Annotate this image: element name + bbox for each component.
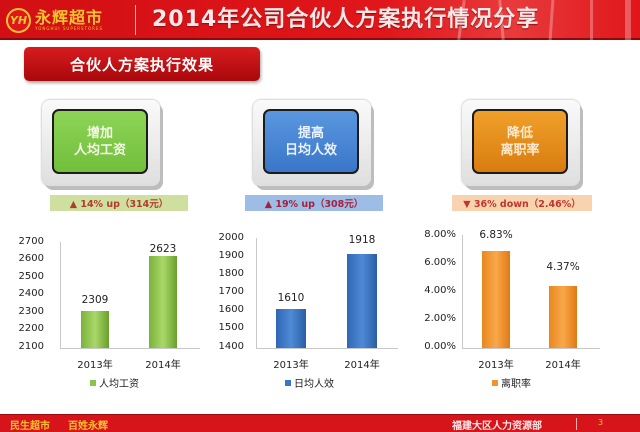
- card-line1: 提高: [297, 125, 324, 141]
- card-line1: 增加: [86, 125, 113, 141]
- card-line2: 离职率: [500, 142, 540, 158]
- y-tick: 2000: [218, 232, 244, 243]
- y-tick: 2200: [18, 323, 44, 334]
- x-label: 2013年: [77, 360, 113, 371]
- card-line1: 降低: [506, 125, 533, 141]
- footer-slogan-1: 民生超市: [10, 421, 50, 432]
- legend-swatch-icon: [492, 379, 498, 386]
- chart-legend: 人均工资: [90, 375, 139, 390]
- y-tick: 2700: [18, 236, 44, 247]
- x-label: 2013年: [273, 360, 309, 371]
- y-axis: [256, 238, 257, 348]
- y-tick: 2500: [18, 271, 44, 282]
- card-turnover: 降低 离职率: [462, 100, 580, 186]
- card-line2: 日均人效: [284, 142, 337, 158]
- footer-slogan-2: 百姓永辉: [68, 421, 108, 432]
- logo-mark-icon: YH: [6, 7, 31, 33]
- chart-legend: 日均人效: [285, 375, 334, 390]
- value-label: 1610: [277, 292, 305, 304]
- x-axis: [462, 348, 600, 349]
- y-tick: 2100: [18, 341, 44, 352]
- value-label: 6.83%: [479, 229, 513, 241]
- bar-2014: [149, 256, 177, 348]
- badge-salary: ▲ 14% up（314元）: [50, 195, 188, 211]
- card-efficiency: 提高 日均人效: [253, 100, 371, 186]
- y-tick: 2600: [18, 253, 44, 264]
- company-logo: YH 永辉超市 YONGHUI SUPERSTORES: [6, 4, 103, 36]
- page-number: 3: [598, 418, 604, 427]
- bar-2014: [549, 286, 577, 348]
- bar-2014: [347, 254, 377, 348]
- y-tick: 6.00%: [424, 257, 456, 268]
- footer-department: 福建大区人力资源部: [452, 421, 542, 432]
- y-tick: 2300: [18, 306, 44, 317]
- card-salary: 增加 人均工资: [42, 100, 160, 186]
- x-axis: [60, 348, 200, 349]
- legend-swatch-icon: [90, 379, 96, 386]
- y-tick: 2400: [18, 288, 44, 299]
- section-title: 合伙人方案执行效果: [24, 47, 260, 81]
- badge-efficiency: ▲ 19% up（308元）: [245, 195, 383, 211]
- x-label: 2014年: [344, 360, 380, 371]
- value-label: 2623: [149, 243, 177, 255]
- bar-2013: [276, 309, 306, 348]
- legend-swatch-icon: [285, 379, 291, 386]
- card-line2: 人均工资: [73, 142, 126, 158]
- y-tick: 1900: [218, 250, 244, 261]
- y-tick: 1600: [218, 304, 244, 315]
- logo-english: YONGHUI SUPERSTORES: [35, 26, 104, 31]
- x-label: 2014年: [145, 360, 181, 371]
- footer-divider: [576, 418, 577, 430]
- x-label: 2013年: [478, 360, 514, 371]
- y-tick: 1500: [218, 322, 244, 333]
- slide-footer: 民生超市 百姓永辉 福建大区人力资源部 3: [0, 414, 640, 432]
- header-divider: [135, 5, 136, 35]
- logo-name: 永辉超市: [35, 8, 104, 27]
- y-axis: [462, 235, 463, 348]
- slide-header: YH 永辉超市 YONGHUI SUPERSTORES 2014年公司合伙人方案…: [0, 0, 640, 40]
- y-tick: 0.00%: [424, 341, 456, 352]
- y-axis: [60, 242, 61, 348]
- x-axis: [256, 348, 398, 349]
- y-tick: 4.00%: [424, 285, 456, 296]
- value-label: 4.37%: [546, 261, 580, 273]
- x-label: 2014年: [545, 360, 581, 371]
- value-label: 1918: [348, 234, 376, 246]
- bar-2013: [81, 311, 109, 348]
- y-tick: 1700: [218, 286, 244, 297]
- badge-turnover: ▼ 36% down（2.46%）: [452, 195, 592, 211]
- y-tick: 1400: [218, 341, 244, 352]
- y-tick: 8.00%: [424, 229, 456, 240]
- bamboo-decoration: [440, 0, 640, 40]
- y-tick: 1800: [218, 268, 244, 279]
- chart-legend: 离职率: [492, 375, 531, 390]
- value-label: 2309: [81, 294, 109, 306]
- slide-title: 2014年公司合伙人方案执行情况分享: [152, 7, 540, 32]
- bar-2013: [482, 251, 510, 348]
- y-tick: 2.00%: [424, 313, 456, 324]
